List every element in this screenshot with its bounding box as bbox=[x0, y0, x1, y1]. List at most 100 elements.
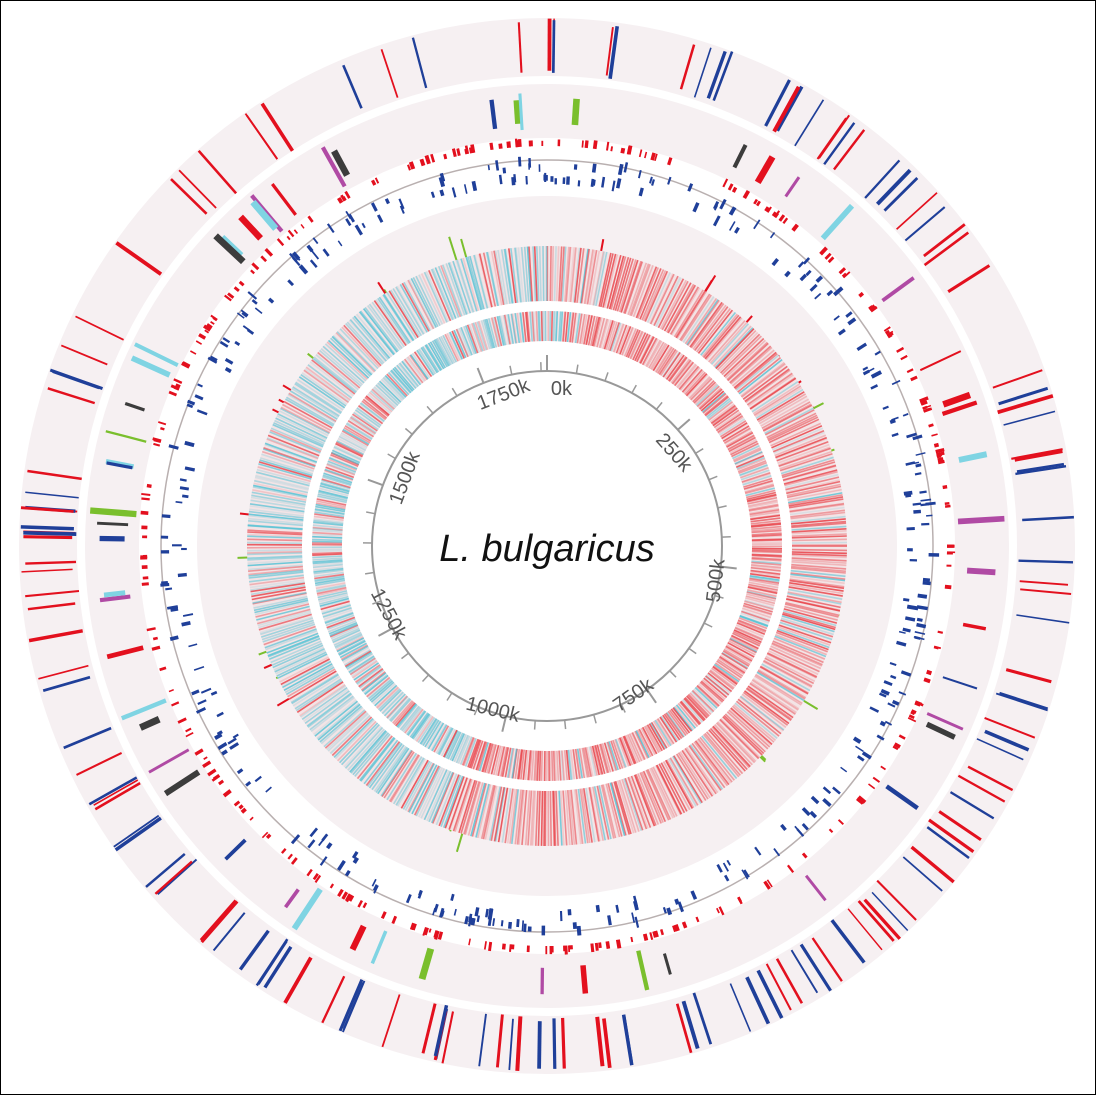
blue-dashes-ring-feature bbox=[601, 176, 606, 188]
heatmap-cell bbox=[730, 440, 758, 456]
heatmap-cell bbox=[304, 368, 350, 402]
heatmap-cell bbox=[277, 413, 328, 439]
heatmap-cell bbox=[442, 729, 458, 758]
blue-dashes-ring-feature bbox=[417, 890, 423, 899]
red-dashes-ring-feature bbox=[424, 927, 429, 936]
heatmap-cell bbox=[693, 741, 729, 787]
red-dashes-ring-feature bbox=[868, 783, 876, 790]
heatmap-cell bbox=[702, 314, 740, 359]
heatmap-cell bbox=[507, 747, 514, 778]
heatmap-cell bbox=[606, 255, 622, 309]
heatmap-cell bbox=[294, 383, 342, 415]
heatmap-cell bbox=[790, 509, 845, 518]
heatmap-cell bbox=[383, 751, 415, 799]
heatmap-cell bbox=[535, 750, 539, 781]
minor-tick bbox=[604, 372, 609, 382]
heatmap-cell bbox=[339, 328, 379, 370]
heatmap-cell bbox=[303, 369, 349, 404]
blue-dashes-ring-feature bbox=[182, 613, 194, 617]
red-dashes-ring-feature bbox=[443, 153, 448, 160]
outer-cds-ring-feature bbox=[23, 530, 77, 536]
blue-dashes-ring-feature bbox=[916, 605, 928, 611]
outer-cds-ring-feature bbox=[998, 691, 1049, 711]
red-dashes-ring-feature bbox=[642, 933, 649, 941]
heatmap-cell bbox=[726, 341, 768, 381]
heatmap-cell bbox=[610, 740, 622, 770]
heatmap-cell bbox=[423, 271, 448, 323]
feature-ring-feature bbox=[804, 874, 827, 902]
heatmap-cell bbox=[751, 534, 782, 538]
feature-ring-feature bbox=[580, 965, 589, 994]
outer-cds-ring-feature bbox=[321, 975, 346, 1024]
heatmap-cell bbox=[270, 640, 322, 664]
heatmap-cell bbox=[288, 392, 337, 422]
heatmap-cell bbox=[431, 340, 448, 368]
red-dashes-ring-feature bbox=[224, 294, 232, 302]
heatmap-cell bbox=[339, 722, 379, 764]
heatmap-cell bbox=[275, 649, 326, 675]
blue-dashes-ring-feature bbox=[920, 498, 932, 502]
blue-dashes-ring-feature bbox=[916, 617, 923, 622]
blue-dashes-ring-feature bbox=[809, 283, 818, 292]
heatmap-cell bbox=[331, 627, 360, 642]
heatmap-cell bbox=[536, 246, 540, 302]
red-dashes-ring-feature bbox=[409, 922, 416, 931]
heatmap-cell bbox=[779, 621, 833, 641]
red-dashes-ring-feature bbox=[233, 286, 240, 293]
heatmap-cell bbox=[625, 734, 639, 764]
heatmap-cell bbox=[741, 609, 771, 621]
blue-dashes-ring-feature bbox=[210, 690, 218, 696]
heatmap-cell bbox=[317, 588, 347, 597]
heatmap-cell bbox=[726, 711, 769, 750]
heatmap-cell bbox=[726, 431, 754, 448]
heatmap-cell bbox=[462, 257, 480, 312]
heatmap-cell bbox=[721, 652, 748, 670]
heatmap-cell bbox=[312, 550, 343, 553]
red-dashes-ring-feature bbox=[509, 944, 512, 952]
blue-dashes-ring-feature bbox=[615, 904, 620, 913]
heatmap-cell bbox=[440, 265, 462, 318]
heatmap-cell bbox=[682, 699, 704, 723]
blue-dashes-ring-feature bbox=[267, 297, 275, 304]
heatmap-cell bbox=[465, 325, 477, 354]
blue-dashes-ring-feature bbox=[611, 180, 616, 192]
heatmap-cell bbox=[325, 614, 355, 627]
blue-dashes-ring-feature bbox=[905, 461, 916, 466]
heatmap-cell bbox=[665, 712, 684, 738]
heatmap-cell bbox=[519, 312, 525, 343]
outer-cds-ring-feature bbox=[938, 810, 982, 842]
outer-cds-ring-feature bbox=[949, 791, 995, 820]
feature-ring-feature bbox=[513, 100, 521, 124]
heatmap-cell bbox=[402, 760, 431, 810]
blue-dashes-ring-feature bbox=[181, 620, 191, 627]
outer-cds-ring-feature bbox=[904, 206, 946, 242]
red-dashes-ring-feature bbox=[801, 852, 808, 859]
red-dashes-ring-feature bbox=[251, 262, 260, 271]
heatmap-cell bbox=[266, 437, 319, 459]
heatmap-cell bbox=[780, 456, 834, 475]
heatmap-cell bbox=[284, 664, 334, 694]
heatmap-cell bbox=[320, 482, 350, 493]
heatmap-cell bbox=[371, 388, 395, 410]
heatmap-cell bbox=[253, 482, 308, 496]
heatmap-cell bbox=[704, 675, 729, 697]
heatmap-cell bbox=[456, 328, 470, 357]
heatmap-cell bbox=[341, 645, 369, 662]
heatmap-cell bbox=[393, 366, 415, 391]
heatmap-cell bbox=[531, 790, 536, 846]
heatmap-cell bbox=[378, 380, 402, 403]
heatmap-cell bbox=[677, 702, 699, 728]
heatmap-cell bbox=[323, 609, 353, 621]
heatmap-cell bbox=[722, 650, 750, 667]
feature-ring-feature bbox=[370, 930, 388, 965]
heatmap-cell bbox=[493, 745, 502, 776]
heatmap-cell bbox=[348, 655, 375, 673]
blue-dashes-ring-feature bbox=[753, 219, 761, 230]
heatmap-cell bbox=[790, 572, 846, 580]
heatmap-cell bbox=[716, 721, 757, 762]
heatmap-cell bbox=[403, 358, 424, 384]
heatmap-cell bbox=[576, 313, 583, 344]
heatmap-cell bbox=[518, 789, 525, 845]
heatmap-cell bbox=[264, 628, 317, 649]
heatmap-cell bbox=[317, 351, 361, 389]
